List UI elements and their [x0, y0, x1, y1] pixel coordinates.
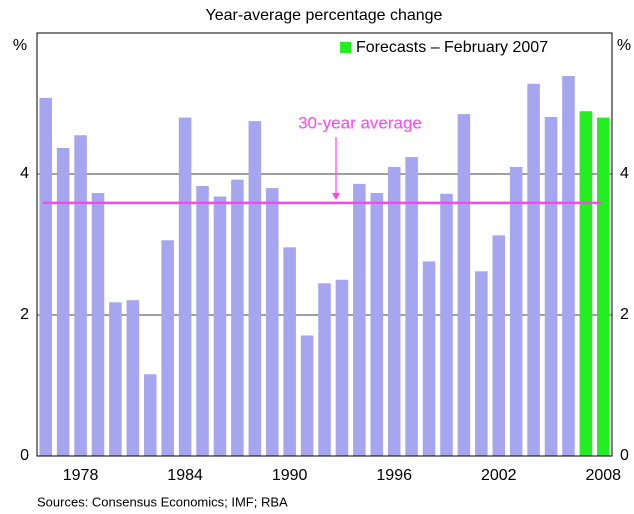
- legend-swatch: [340, 42, 351, 53]
- bar: [109, 302, 122, 456]
- bar: [492, 235, 506, 456]
- x-tick-label: 1996: [376, 467, 412, 484]
- bar: [265, 188, 279, 456]
- average-label: 30-year average: [298, 113, 422, 132]
- bar: [562, 76, 575, 456]
- x-tick-label: 2002: [481, 467, 517, 484]
- bar: [178, 117, 192, 456]
- y2-tick-label: 4: [620, 165, 629, 182]
- bar: [387, 166, 401, 456]
- y2-tick-label: 2: [620, 306, 629, 323]
- bar: [544, 116, 558, 457]
- bar: [475, 271, 488, 456]
- x-tick-label: 2008: [585, 467, 621, 484]
- bar: [579, 111, 593, 456]
- bar: [405, 157, 418, 456]
- y-tick-label: 2: [20, 306, 29, 323]
- y-tick-label: 4: [20, 165, 29, 182]
- bar: [248, 121, 262, 456]
- x-tick-label: 1978: [63, 467, 99, 484]
- bar: [143, 374, 157, 456]
- bar: [597, 117, 610, 456]
- bar: [370, 193, 384, 456]
- bar: [318, 283, 331, 456]
- bar: [300, 335, 314, 456]
- y-axis-label: %: [13, 37, 27, 54]
- bar: [457, 114, 471, 456]
- average-arrowhead: [332, 192, 340, 200]
- chart-title: Year-average percentage change: [206, 7, 443, 24]
- plot-frame: [36, 32, 613, 457]
- bar: [213, 196, 227, 456]
- bar: [231, 179, 244, 456]
- bar: [527, 83, 540, 456]
- bar: [161, 240, 174, 456]
- bar: [283, 247, 296, 456]
- bar: [509, 166, 523, 456]
- legend-label: Forecasts – February 2007: [356, 39, 548, 56]
- bar: [56, 147, 70, 457]
- bar: [335, 279, 349, 456]
- y2-axis-label: %: [617, 37, 631, 54]
- bar: [196, 185, 209, 457]
- bar: [39, 97, 52, 457]
- bar: [74, 135, 87, 456]
- y2-tick-label: 0: [620, 447, 629, 464]
- x-tick-label: 1990: [272, 467, 308, 484]
- bar: [440, 193, 453, 457]
- y-tick-label: 0: [20, 447, 29, 464]
- bar: [422, 261, 436, 456]
- x-tick-label: 1984: [167, 467, 203, 484]
- bar: [91, 193, 105, 456]
- bar: [353, 183, 366, 456]
- bar: [126, 300, 140, 456]
- source-note: Sources: Consensus Economics; IMF; RBA: [37, 494, 288, 509]
